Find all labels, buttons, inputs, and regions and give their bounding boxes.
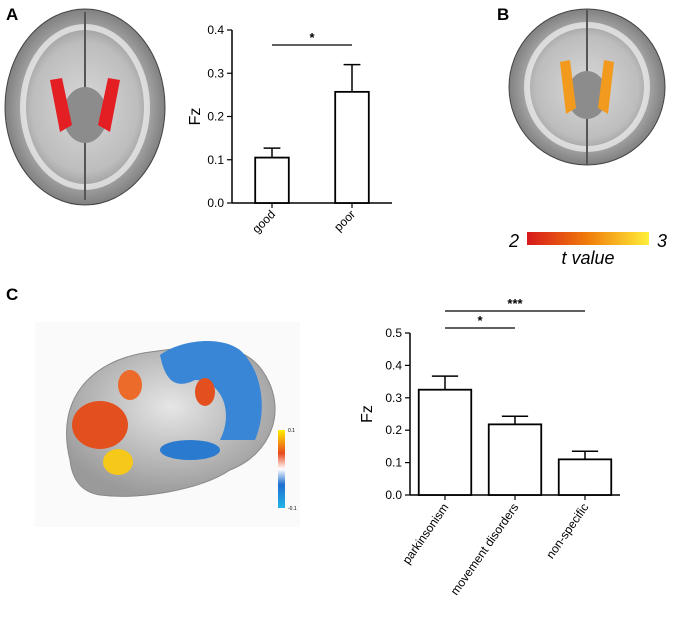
bar <box>557 458 613 496</box>
bar <box>417 388 473 496</box>
y-axis-label: Fz <box>359 405 376 423</box>
significance-label: * <box>477 313 483 328</box>
y-tick-label: 0.3 <box>385 391 402 405</box>
y-tick-label: 0.5 <box>385 326 402 340</box>
y-tick-label: 0.0 <box>385 488 402 502</box>
y-tick-label: 0.3 <box>207 66 224 80</box>
colorbar-b <box>527 232 649 245</box>
colorbar-tick-label: -0.1 <box>288 506 297 512</box>
colorbar-tick-label: 2 <box>508 231 519 251</box>
x-tick-label: poor <box>331 207 358 234</box>
colorbar-title: t value <box>561 248 614 268</box>
bar <box>334 90 370 204</box>
colorbar-tick-label: 0.1 <box>288 428 295 434</box>
x-tick-label: non-specific <box>543 501 591 561</box>
brain-surface <box>35 322 300 527</box>
bar <box>254 156 290 204</box>
y-tick-label: 0.1 <box>385 456 402 470</box>
panel-label: B <box>497 5 509 24</box>
significance-label: * <box>309 30 315 45</box>
significance-label: *** <box>507 296 523 311</box>
panel-label: A <box>6 5 18 24</box>
x-tick-label: movement disorders <box>448 501 522 598</box>
brain-slice-b <box>508 8 666 166</box>
y-tick-label: 0.4 <box>207 23 224 37</box>
y-tick-label: 0.1 <box>207 153 224 167</box>
panel-label: C <box>6 285 18 304</box>
x-tick-label: parkinsonism <box>399 501 451 567</box>
bar <box>487 423 543 496</box>
brain-slice-a <box>4 8 166 206</box>
x-tick-label: good <box>249 207 278 236</box>
y-tick-label: 0.2 <box>385 423 402 437</box>
y-tick-label: 0.4 <box>385 358 402 372</box>
y-tick-label: 0.2 <box>207 110 224 124</box>
y-tick-label: 0.0 <box>207 196 224 210</box>
colorbar-tick-label: 3 <box>657 231 667 251</box>
colorbar-c <box>278 430 285 508</box>
y-axis-label: Fz <box>187 108 204 126</box>
